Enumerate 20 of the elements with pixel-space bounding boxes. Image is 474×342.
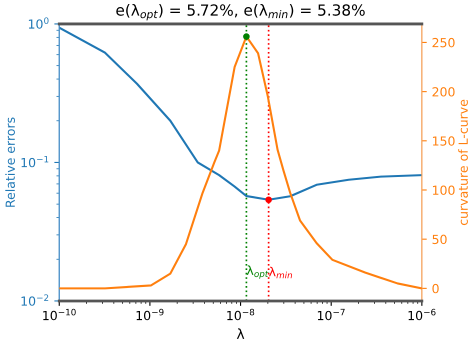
x-tick-label: 10$^{−7}$ — [318, 308, 345, 320]
y-axis-title: Relative errors — [5, 117, 15, 207]
x-axis-title: λ — [236, 328, 244, 339]
ref-line-label: λ$_{opt}$ — [246, 265, 269, 279]
y-tick-label: 10$^{0}$ — [28, 17, 49, 29]
x-tick-label: 10$^{−6}$ — [408, 308, 436, 320]
y-tick-label: 10$^{−2}$ — [22, 294, 48, 306]
y2-tick-label: 200 — [432, 87, 455, 97]
y2-axis-title: curvature of L-curve — [458, 100, 468, 226]
y2-tick-label: 100 — [432, 185, 455, 195]
x-tick-label: 10$^{−10}$ — [43, 308, 76, 320]
y2-tick-label: 50 — [432, 234, 447, 244]
y2-tick-label: 150 — [432, 136, 455, 146]
y2-tick-label: 250 — [432, 38, 455, 48]
x-tick-label: 10$^{−9}$ — [136, 308, 164, 320]
ref-line-label: λ$_{min}$ — [268, 266, 292, 278]
x-tick-label: 10$^{−8}$ — [227, 308, 254, 320]
y2-tick-label: 0 — [432, 284, 439, 294]
chart-title: e(λ$_{opt}$) = 5.72%, e(λ$_{min}$) = 5.38% — [116, 4, 365, 20]
y-tick-label: 10$^{−1}$ — [22, 156, 48, 168]
